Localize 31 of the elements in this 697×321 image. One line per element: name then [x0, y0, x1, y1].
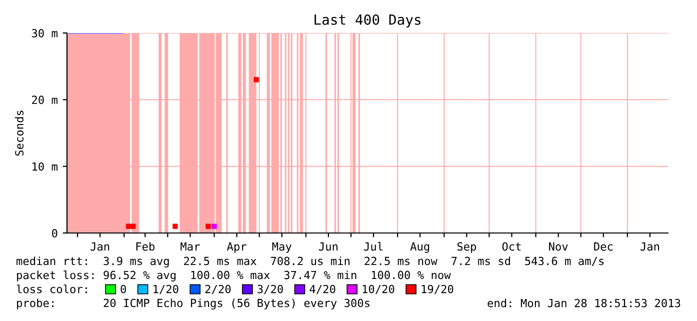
x-tick-label: Jan	[90, 242, 110, 251]
x-tick-label: Jun	[318, 242, 338, 251]
x-tick-label: Jul	[364, 242, 382, 251]
text: probe: 20 ICMP Echo Pings (56 Bytes) every 300s	[17, 298, 370, 310]
legend-label: 1/20	[154, 284, 178, 294]
x-tick-label: Mar	[180, 242, 200, 251]
x-tick-label: Sep	[457, 242, 476, 253]
chart-title: Last 400 Days	[314, 14, 420, 28]
x-tick-label: Oct	[502, 242, 521, 251]
legend-label: 0	[120, 284, 126, 294]
legend-title: loss color:	[16, 284, 87, 294]
y-tick-label: 10 m	[32, 162, 58, 171]
x-tick-label: Nov	[549, 242, 568, 251]
y-tick-label: 30 m	[32, 29, 58, 38]
x-tick-label: Dec	[594, 242, 612, 251]
text: packet loss: 96.52 % avg 100.00 % max 37.47 % min 100.00 % now	[17, 270, 451, 282]
text: median rtt: 3.9 ms avg 22.5 ms max 708.2 us min 22.5 ms now 7.2 ms sd 543.6 m am/s	[16, 256, 604, 268]
x-tick-label: Apr	[226, 242, 246, 253]
text: end: Mon Jan 28 18:51:53 2013	[488, 298, 680, 308]
legend-label: 3/20	[258, 284, 283, 294]
x-tick-label: Jan	[640, 242, 660, 251]
x-tick-label: May	[272, 242, 292, 253]
y-axis-title: Seconds	[14, 110, 24, 156]
y-tick-label: 0	[52, 229, 58, 238]
x-tick-label: Feb	[136, 242, 155, 251]
x-tick-label: Aug	[410, 242, 430, 253]
legend-label: 10/20	[362, 284, 394, 294]
legend-label: 4/20	[310, 284, 336, 294]
y-tick-label: 20 m	[32, 96, 58, 104]
legend-label: 2/20	[205, 284, 231, 294]
legend-label: 19/20	[422, 284, 454, 294]
